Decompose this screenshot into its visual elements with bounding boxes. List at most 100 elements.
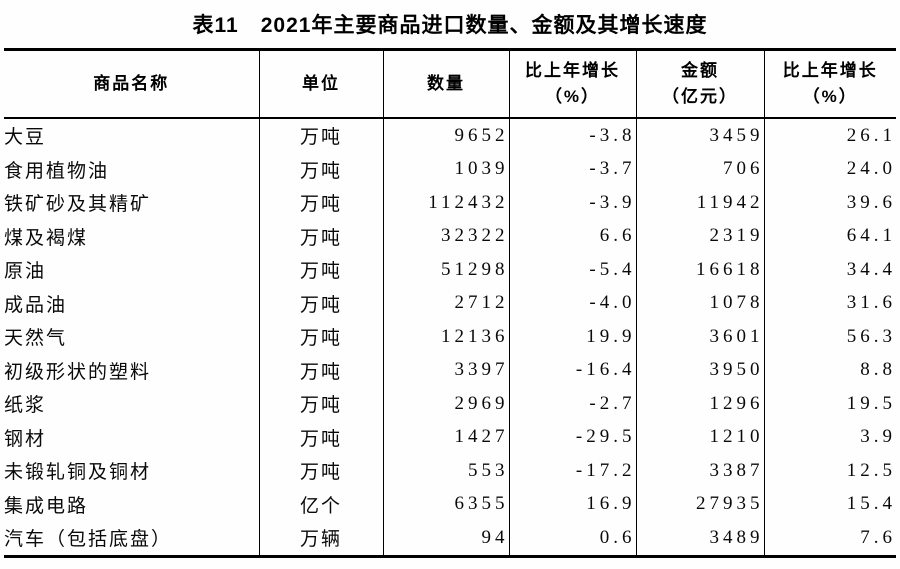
column-header-value-growth: 比上年增长 （%）: [763, 49, 896, 119]
cell-unit: 亿个: [258, 487, 383, 521]
cell-value: 1078: [635, 286, 764, 320]
cell-value-growth: 26.1: [763, 118, 896, 153]
cell-value-growth: 64.1: [763, 219, 896, 253]
cell-value-growth: 34.4: [763, 253, 896, 287]
column-header-unit: 单位: [258, 49, 383, 119]
header-label: 比上年增长: [782, 60, 878, 80]
cell-value: 3459: [635, 118, 764, 153]
cell-value: 706: [635, 152, 764, 186]
cell-quantity-growth: -17.2: [508, 454, 636, 488]
cell-quantity-growth: 19.9: [508, 320, 636, 354]
cell-commodity-name: 大豆: [4, 127, 47, 149]
cell-quantity: 3397: [382, 353, 509, 387]
cell-value: 3387: [635, 454, 764, 488]
cell-commodity-name: 成品油: [4, 294, 68, 316]
cell-quantity-growth: -3.8: [508, 118, 636, 153]
cell-quantity: 1039: [382, 152, 509, 186]
table-row: 天然气 万吨 12136 19.9 3601 56.3: [4, 320, 896, 354]
cell-value: 1296: [635, 387, 764, 421]
table-row: 集成电路 亿个 6355 16.9 27935 15.4: [4, 487, 896, 521]
cell-commodity-name: 钢材: [4, 428, 47, 450]
cell-value-growth: 19.5: [763, 387, 896, 421]
cell-quantity: 9652: [382, 118, 509, 153]
cell-quantity: 32322: [382, 219, 509, 253]
column-header-commodity: 商品名称: [4, 49, 259, 119]
cell-commodity-name: 煤及褐煤: [4, 227, 89, 249]
cell-unit: 万吨: [258, 118, 383, 153]
cell-value-growth: 8.8: [763, 353, 896, 387]
table-row: 初级形状的塑料 万吨 3397 -16.4 3950 8.8: [4, 353, 896, 387]
cell-commodity-name: 铁矿砂及其精矿: [4, 194, 152, 216]
table-row: 纸浆 万吨 2969 -2.7 1296 19.5: [4, 387, 896, 421]
cell-value-growth: 7.6: [763, 521, 896, 556]
table-row: 汽车（包括底盘） 万辆 94 0.6 3489 7.6: [4, 521, 896, 556]
header-sublabel: （%）: [802, 87, 858, 106]
cell-value: 3489: [635, 521, 764, 556]
cell-commodity-name: 汽车（包括底盘）: [4, 529, 173, 551]
cell-value-growth: 39.6: [763, 186, 896, 220]
cell-value-growth: 3.9: [763, 420, 896, 454]
imports-table: 商品名称 单位 数量 比上年增长 （%） 金额 （亿元）: [4, 48, 896, 558]
table-row: 成品油 万吨 2712 -4.0 1078 31.6: [4, 286, 896, 320]
header-sublabel: （%）: [544, 87, 601, 106]
cell-value: 2319: [635, 219, 764, 253]
header-row: 商品名称 单位 数量 比上年增长 （%） 金额 （亿元）: [4, 49, 896, 119]
cell-quantity-growth: 0.6: [508, 521, 636, 556]
cell-unit: 万辆: [258, 521, 383, 556]
cell-unit: 万吨: [258, 387, 383, 421]
table-row: 原油 万吨 51298 -5.4 16618 34.4: [4, 253, 896, 287]
cell-quantity: 94: [382, 521, 509, 556]
cell-quantity: 51298: [382, 253, 509, 287]
cell-unit: 万吨: [258, 186, 383, 220]
cell-quantity: 12136: [382, 320, 509, 354]
table-row: 钢材 万吨 1427 -29.5 1210 3.9: [4, 420, 896, 454]
cell-value: 3601: [635, 320, 764, 354]
header-label: 比上年增长: [525, 60, 620, 80]
cell-unit: 万吨: [258, 353, 383, 387]
cell-unit: 万吨: [258, 420, 383, 454]
cell-unit: 万吨: [258, 253, 383, 287]
cell-commodity-name: 原油: [4, 261, 47, 283]
cell-value: 1210: [635, 420, 764, 454]
cell-value-growth: 56.3: [763, 320, 896, 354]
cell-value-growth: 31.6: [763, 286, 896, 320]
cell-commodity-name: 纸浆: [4, 395, 47, 417]
header-label: 金额: [681, 60, 719, 80]
cell-quantity-growth: -29.5: [508, 420, 636, 454]
cell-quantity: 1427: [382, 420, 509, 454]
cell-unit: 万吨: [258, 454, 383, 488]
table-row: 未锻轧铜及铜材 万吨 553 -17.2 3387 12.5: [4, 454, 896, 488]
cell-commodity-name: 集成电路: [4, 495, 89, 517]
cell-value: 27935: [635, 487, 764, 521]
cell-commodity-name: 初级形状的塑料: [4, 361, 152, 383]
cell-quantity-growth: -3.7: [508, 152, 636, 186]
cell-quantity: 2969: [382, 387, 509, 421]
cell-unit: 万吨: [258, 320, 383, 354]
table-row: 铁矿砂及其精矿 万吨 112432 -3.9 11942 39.6: [4, 186, 896, 220]
cell-quantity-growth: -16.4: [508, 353, 636, 387]
cell-quantity: 553: [382, 454, 509, 488]
table-row: 食用植物油 万吨 1039 -3.7 706 24.0: [4, 152, 896, 186]
cell-quantity: 6355: [382, 487, 509, 521]
header-label: 商品名称: [93, 73, 170, 93]
cell-commodity-name: 未锻轧铜及铜材: [4, 462, 152, 484]
cell-commodity-name: 天然气: [4, 328, 68, 350]
cell-value: 16618: [635, 253, 764, 287]
column-header-quantity-growth: 比上年增长 （%）: [508, 49, 636, 119]
cell-quantity-growth: -5.4: [508, 253, 636, 287]
cell-value: 11942: [635, 186, 764, 220]
cell-quantity-growth: 16.9: [508, 487, 636, 521]
cell-quantity: 112432: [382, 186, 509, 220]
cell-unit: 万吨: [258, 219, 383, 253]
cell-unit: 万吨: [258, 152, 383, 186]
cell-commodity-name: 食用植物油: [4, 160, 110, 182]
header-label: 数量: [427, 73, 465, 93]
cell-quantity-growth: -2.7: [508, 387, 636, 421]
cell-quantity-growth: -4.0: [508, 286, 636, 320]
column-header-quantity: 数量: [382, 49, 509, 119]
cell-value-growth: 15.4: [763, 487, 896, 521]
table-title: 表11 2021年主要商品进口数量、金额及其增长速度: [192, 14, 708, 37]
cell-value-growth: 12.5: [763, 454, 896, 488]
cell-unit: 万吨: [258, 286, 383, 320]
